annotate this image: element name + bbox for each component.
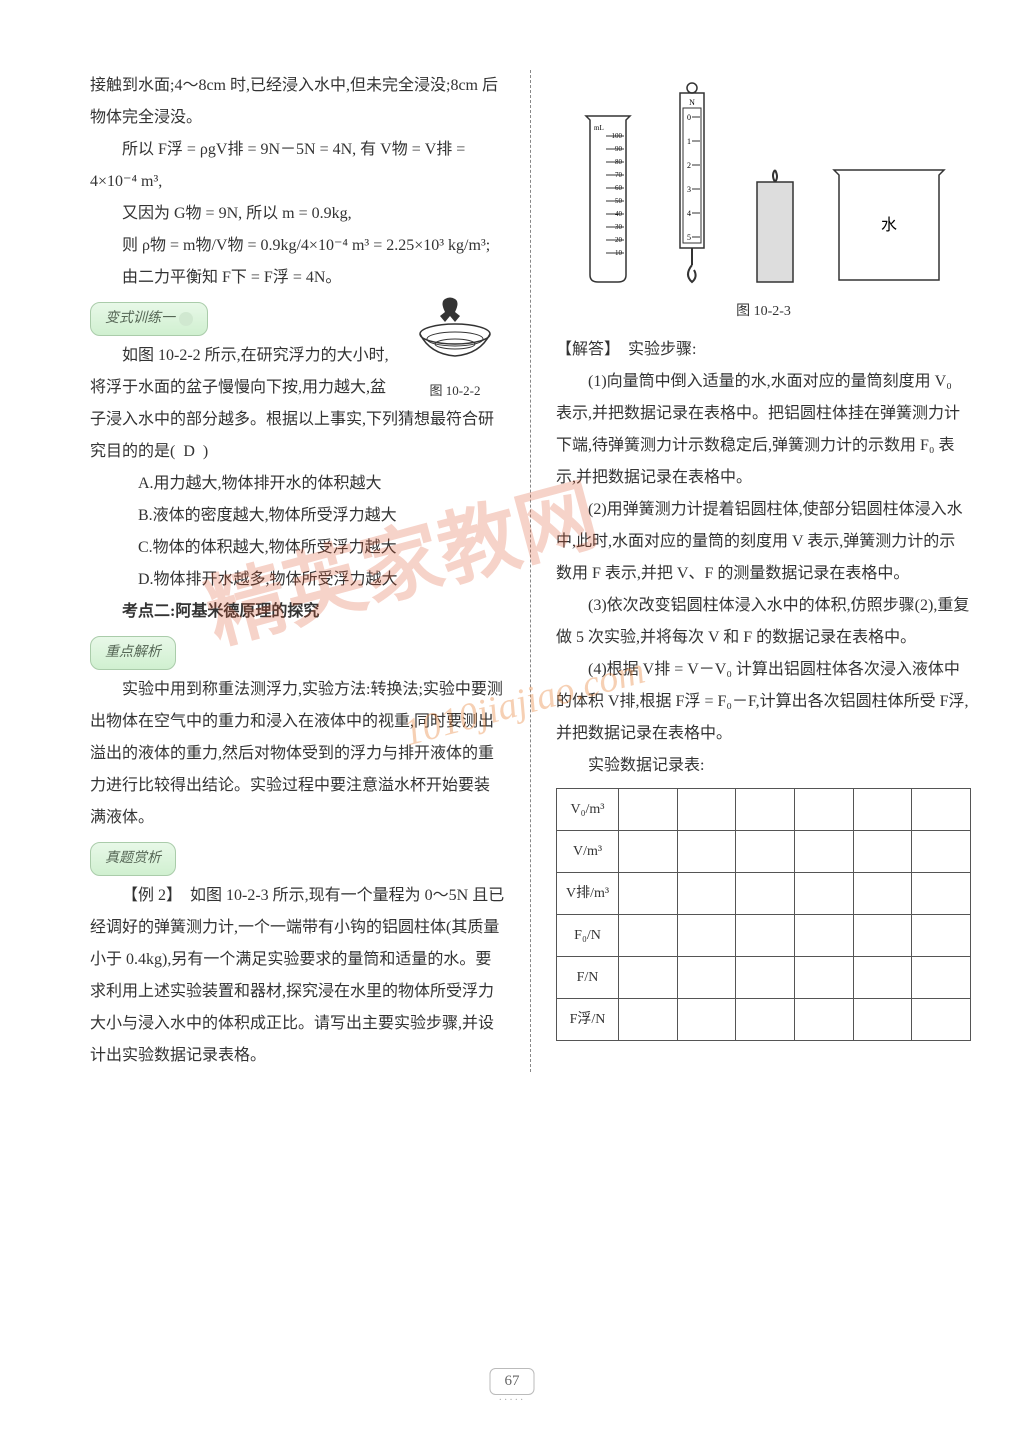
table-row: V/m³ [557,831,971,873]
zhenti-label: 真题赏析 [90,842,176,876]
svg-text:3: 3 [687,185,691,194]
svg-text:5: 5 [687,233,691,242]
option-a: A.用力越大,物体排开水的体积越大 [90,468,505,500]
svg-text:0: 0 [687,113,691,122]
key-analysis-label: 重点解析 [90,636,176,670]
spring-scale-icon: N 0 1 2 3 4 5 [662,80,722,290]
svg-text:4: 4 [687,209,691,218]
answer-choice: D [183,443,195,460]
fig-caption-1: 图 10-2-2 [405,378,505,404]
two-column-layout: 接触到水面;4～8cm 时,已经浸入水中,但未完全浸没;8cm 后物体完全浸没。… [90,70,954,1072]
option-c: C.物体的体积越大,物体所受浮力越大 [90,532,505,564]
table-row: F₀/N [557,915,971,957]
row-header: V排/m³ [557,873,619,915]
aluminum-cylinder-icon [745,160,805,290]
step-3: (3)依次改变铝圆柱体浸入水中的体积,仿照步骤(2),重复做 5 次实验,并将每… [556,590,971,654]
svg-text:2: 2 [687,161,691,170]
option-b: B.液体的密度越大,物体所受浮力越大 [90,500,505,532]
step-1: (1)向量筒中倒入适量的水,水面对应的量筒刻度用 V₀ 表示,并把数据记录在表格… [556,366,971,494]
water-label: 水 [881,216,897,234]
beaker-icon: 水 [829,160,949,290]
apparatus-figure: mL 100 90 80 70 60 50 40 30 20 10 [556,70,971,290]
intro-p4: 则 ρ物 = m物/V物 = 0.9kg/4×10⁻⁴ m³ = 2.25×10… [90,230,505,262]
left-column: 接触到水面;4～8cm 时,已经浸入水中,但未完全浸没;8cm 后物体完全浸没。… [90,70,505,1072]
fig-caption-2: 图 10-2-3 [556,298,971,326]
svg-text:mL: mL [594,124,604,132]
table-row: F浮/N [557,999,971,1041]
row-header: F₀/N [557,915,619,957]
column-divider [530,70,531,1072]
table-row: F/N [557,957,971,999]
example-2: 【例 2】 如图 10-2-3 所示,现有一个量程为 0～5N 且已经调好的弹簧… [90,880,505,1072]
variant-training-label: 变式训练一 [90,302,208,336]
figure-10-2-2: 图 10-2-2 [405,294,505,404]
intro-p3: 又因为 G物 = 9N, 所以 m = 0.9kg, [90,198,505,230]
row-header: F/N [557,957,619,999]
option-d: D.物体排开水越多,物体所受浮力越大 [90,564,505,596]
right-column: mL 100 90 80 70 60 50 40 30 20 10 [556,70,971,1072]
table-row: V₀/m³ [557,789,971,831]
row-header: F浮/N [557,999,619,1041]
jieda-label: 【解答】 [556,341,612,358]
example-label: 【例 2】 [122,887,174,904]
magnify-icon [179,312,193,326]
svg-text:1: 1 [687,137,691,146]
table-intro: 实验数据记录表: [556,750,971,782]
kaodian-label: 考点二:阿基米德原理的探究 [90,596,505,628]
row-header: V₀/m³ [557,789,619,831]
step-2: (2)用弹簧测力计提着铝圆柱体,使部分铝圆柱体浸入水中,此时,水面对应的量筒的刻… [556,494,971,590]
data-record-table: V₀/m³ V/m³ V排/m³ F₀/N F/N F浮/N [556,788,971,1041]
page-number: 67 ····· [490,1368,535,1406]
jieda-line: 【解答】 实验步骤: [556,334,971,366]
key-analysis-body: 实验中用到称重法测浮力,实验方法:转换法;实验中要测出物体在空气中的重力和浸入在… [90,674,505,834]
step-4: (4)根据 V排 = V－V₀ 计算出铝圆柱体各次浸入液体中的体积 V排,根据 … [556,654,971,750]
graduated-cylinder-icon: mL 100 90 80 70 60 50 40 30 20 10 [578,110,638,290]
intro-p1: 接触到水面;4～8cm 时,已经浸入水中,但未完全浸没;8cm 后物体完全浸没。 [90,70,505,134]
table-row: V排/m³ [557,873,971,915]
row-header: V/m³ [557,831,619,873]
page-dots: ····· [490,1395,535,1406]
svg-text:N: N [689,98,695,107]
intro-p2: 所以 F浮 = ρgV排 = 9N－5N = 4N, 有 V物 = V排 = 4… [90,134,505,198]
intro-p5: 由二力平衡知 F下 = F浮 = 4N。 [90,262,505,294]
basin-icon [410,294,500,364]
